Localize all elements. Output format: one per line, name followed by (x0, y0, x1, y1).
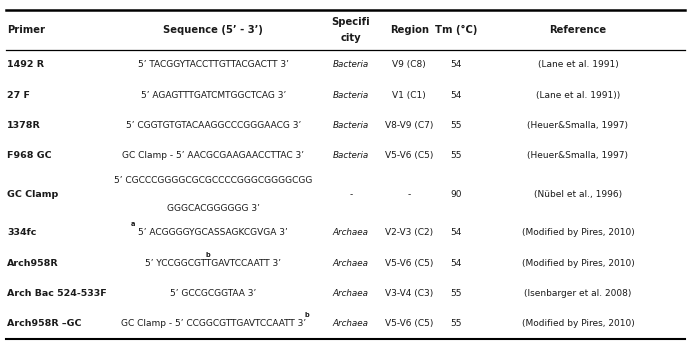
Text: (Modified by Pires, 2010): (Modified by Pires, 2010) (522, 319, 634, 328)
Text: (Modified by Pires, 2010): (Modified by Pires, 2010) (522, 228, 634, 237)
Text: (Isenbarger et al. 2008): (Isenbarger et al. 2008) (524, 289, 632, 298)
Text: Region: Region (390, 25, 429, 35)
Text: V5-V6 (C5): V5-V6 (C5) (385, 319, 433, 328)
Text: Bacteria: Bacteria (333, 60, 369, 69)
Text: V5-V6 (C5): V5-V6 (C5) (385, 151, 433, 160)
Text: V5-V6 (C5): V5-V6 (C5) (385, 259, 433, 268)
Text: GC Clamp - 5’ AACGCGAAGAACCTTAC 3’: GC Clamp - 5’ AACGCGAAGAACCTTAC 3’ (122, 151, 304, 160)
Text: 5’ CGGTGTGTACAAGGCCCGGGAACG 3’: 5’ CGGTGTGTACAAGGCCCGGGAACG 3’ (126, 121, 301, 130)
Text: b: b (304, 312, 309, 318)
Text: -: - (408, 190, 411, 199)
Text: 5’ ACGGGGYGCASSAGKCGVGA 3’: 5’ ACGGGGYGCASSAGKCGVGA 3’ (138, 228, 288, 237)
Text: 54: 54 (451, 91, 462, 100)
Text: GC Clamp - 5’ CCGGCGTTGAVTCCAATT 3’: GC Clamp - 5’ CCGGCGTTGAVTCCAATT 3’ (120, 319, 306, 328)
Text: V2-V3 (C2): V2-V3 (C2) (385, 228, 433, 237)
Text: 55: 55 (451, 289, 462, 298)
Text: a: a (131, 222, 136, 227)
Text: 1492 R: 1492 R (7, 60, 44, 69)
Text: V8-V9 (C7): V8-V9 (C7) (385, 121, 433, 130)
Text: Primer: Primer (7, 25, 45, 35)
Text: 55: 55 (451, 121, 462, 130)
Text: 54: 54 (451, 259, 462, 268)
Text: Tm (°C): Tm (°C) (435, 25, 477, 35)
Text: F968 GC: F968 GC (7, 151, 52, 160)
Text: 5’ GCCGCGGTAA 3’: 5’ GCCGCGGTAA 3’ (170, 289, 257, 298)
Text: V1 (C1): V1 (C1) (392, 91, 427, 100)
Text: 5’ YCCGGCGTTGAVTCCAATT 3’: 5’ YCCGGCGTTGAVTCCAATT 3’ (145, 259, 281, 268)
Text: 54: 54 (451, 228, 462, 237)
Text: Bacteria: Bacteria (333, 151, 369, 160)
Text: 5’ AGAGTTTGATCMTGGCTCAG 3’: 5’ AGAGTTTGATCMTGGCTCAG 3’ (140, 91, 286, 100)
Text: Reference: Reference (549, 25, 607, 35)
Text: GC Clamp: GC Clamp (7, 190, 58, 199)
Text: Archaea: Archaea (333, 289, 369, 298)
Text: 54: 54 (451, 60, 462, 69)
Text: Arch Bac 524-533F: Arch Bac 524-533F (7, 289, 107, 298)
Text: GGGCACGGGGGG 3’: GGGCACGGGGGG 3’ (167, 204, 259, 213)
Text: (Lane et al. 1991): (Lane et al. 1991) (537, 60, 619, 69)
Text: Arch958R: Arch958R (7, 259, 58, 268)
Text: Specifi: Specifi (332, 17, 370, 27)
Text: city: city (341, 33, 361, 43)
Text: (Nübel et al., 1996): (Nübel et al., 1996) (534, 190, 622, 199)
Text: 1378R: 1378R (7, 121, 41, 130)
Text: V9 (C8): V9 (C8) (392, 60, 427, 69)
Text: V3-V4 (C3): V3-V4 (C3) (385, 289, 433, 298)
Text: 55: 55 (451, 151, 462, 160)
Text: 90: 90 (451, 190, 462, 199)
Text: -: - (350, 190, 352, 199)
Text: Arch958R –GC: Arch958R –GC (7, 319, 81, 328)
Text: Bacteria: Bacteria (333, 91, 369, 100)
Text: (Heuer&Smalla, 1997): (Heuer&Smalla, 1997) (528, 121, 628, 130)
Text: (Lane et al. 1991)): (Lane et al. 1991)) (536, 91, 620, 100)
Text: 334fc: 334fc (7, 228, 36, 237)
Text: (Modified by Pires, 2010): (Modified by Pires, 2010) (522, 259, 634, 268)
Text: 55: 55 (451, 319, 462, 328)
Text: Archaea: Archaea (333, 259, 369, 268)
Text: Sequence (5’ - 3’): Sequence (5’ - 3’) (163, 25, 264, 35)
Text: Bacteria: Bacteria (333, 121, 369, 130)
Text: b: b (205, 252, 210, 258)
Text: 27 F: 27 F (7, 91, 30, 100)
Text: Archaea: Archaea (333, 319, 369, 328)
Text: Archaea: Archaea (333, 228, 369, 237)
Text: 5’ CGCCCGGGGCGCGCCCCGGGCGGGGCGG: 5’ CGCCCGGGGCGCGCCCCGGGCGGGGCGG (114, 176, 312, 185)
Text: (Heuer&Smalla, 1997): (Heuer&Smalla, 1997) (528, 151, 628, 160)
Text: 5’ TACGGYTACCTTGTTACGACTT 3’: 5’ TACGGYTACCTTGTTACGACTT 3’ (138, 60, 289, 69)
